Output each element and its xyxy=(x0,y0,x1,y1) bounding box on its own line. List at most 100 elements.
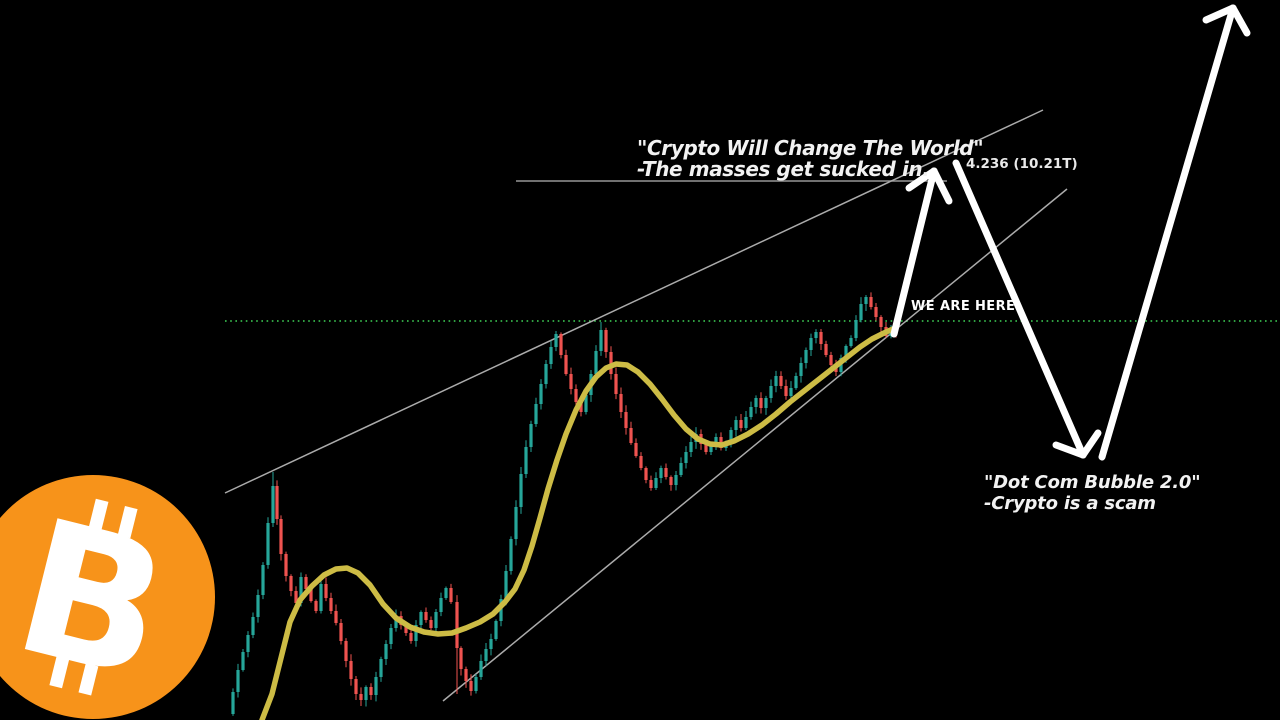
candle xyxy=(479,654,483,680)
dotcom-line2: -Crypto is a scam xyxy=(984,493,1156,514)
candle xyxy=(599,322,603,356)
dotcom-line1: "Dot Com Bubble 2.0" xyxy=(984,472,1201,493)
candle xyxy=(784,379,788,400)
candle xyxy=(284,551,288,582)
candle xyxy=(824,340,828,358)
candle xyxy=(304,574,308,591)
fib-extension-label: 4.236 (10.21T) xyxy=(966,156,1078,172)
projection-arrow-down xyxy=(952,159,1102,459)
candle xyxy=(684,446,688,469)
candle xyxy=(424,607,428,623)
lower-trendline xyxy=(442,188,1068,702)
candle xyxy=(519,467,523,514)
ma-line xyxy=(259,325,898,720)
upper-trendline xyxy=(224,109,1044,494)
candle xyxy=(769,379,773,403)
crypto-quote-label: "Crypto Will Change The World" -The mass… xyxy=(637,138,984,181)
we-are-here-label: WE ARE HERE xyxy=(911,299,1016,314)
candle xyxy=(719,432,723,451)
candle xyxy=(275,480,279,525)
bitcoin-circle xyxy=(0,475,215,719)
candle xyxy=(349,654,353,686)
bitcoin-b-prong-bottom-left xyxy=(49,655,70,689)
candle xyxy=(314,599,318,614)
candle xyxy=(874,302,878,321)
candle xyxy=(659,465,663,484)
candle xyxy=(679,457,683,478)
candle xyxy=(514,500,518,546)
candle xyxy=(246,631,250,658)
candle xyxy=(324,577,328,602)
candle xyxy=(564,349,568,376)
candle xyxy=(354,676,358,701)
candle xyxy=(419,610,423,630)
candle xyxy=(369,683,373,700)
candle xyxy=(804,347,808,369)
candle xyxy=(674,470,678,491)
candle xyxy=(261,562,265,600)
candle xyxy=(624,405,628,435)
candle xyxy=(774,370,778,393)
candle xyxy=(669,475,673,491)
candle xyxy=(554,331,558,352)
candle xyxy=(455,595,459,694)
candle xyxy=(289,574,293,597)
candle xyxy=(569,367,573,395)
candle xyxy=(754,395,758,414)
candle xyxy=(474,674,478,694)
candle xyxy=(574,384,578,408)
candle xyxy=(434,608,438,632)
candle xyxy=(319,581,323,614)
candle xyxy=(484,642,488,666)
candle xyxy=(634,438,638,458)
candle xyxy=(509,536,513,575)
candle xyxy=(256,589,260,623)
candle xyxy=(619,387,623,419)
candle xyxy=(639,452,643,471)
candle xyxy=(524,440,528,478)
candle xyxy=(449,583,453,604)
candle xyxy=(559,332,563,359)
candle xyxy=(266,517,270,569)
candles-layer xyxy=(231,292,898,716)
candle xyxy=(744,410,748,431)
candle xyxy=(609,346,613,380)
candle xyxy=(799,357,803,383)
candle xyxy=(334,604,338,626)
projection-arrow-up-1 xyxy=(890,167,953,338)
candle xyxy=(439,592,443,617)
candle xyxy=(236,663,240,698)
candle xyxy=(654,472,658,491)
candle xyxy=(379,656,383,682)
candle xyxy=(734,416,738,437)
candle xyxy=(879,315,883,333)
candle xyxy=(649,475,653,491)
candle xyxy=(389,623,393,650)
candle xyxy=(794,372,798,390)
candle xyxy=(251,612,255,639)
candle xyxy=(271,472,275,528)
candle xyxy=(819,328,823,350)
candle xyxy=(809,333,813,356)
candle xyxy=(499,594,503,627)
crypto-quote-line2: -The masses get sucked in. xyxy=(637,157,930,181)
candle xyxy=(739,413,743,432)
candle xyxy=(629,421,633,445)
candle xyxy=(374,671,378,702)
candle xyxy=(689,435,693,457)
candle xyxy=(829,351,833,368)
candle xyxy=(444,586,448,600)
candle xyxy=(364,685,368,707)
candle xyxy=(464,666,468,688)
bitcoin-b-prong-top-left xyxy=(88,498,109,532)
candle xyxy=(714,433,718,451)
bitcoin-b-prong-top-right xyxy=(117,506,138,539)
candle xyxy=(339,619,343,645)
candle xyxy=(469,674,473,696)
projection-arrow-up-2 xyxy=(1098,4,1251,461)
candle xyxy=(534,397,538,427)
candle xyxy=(494,619,498,641)
candle xyxy=(549,340,553,369)
